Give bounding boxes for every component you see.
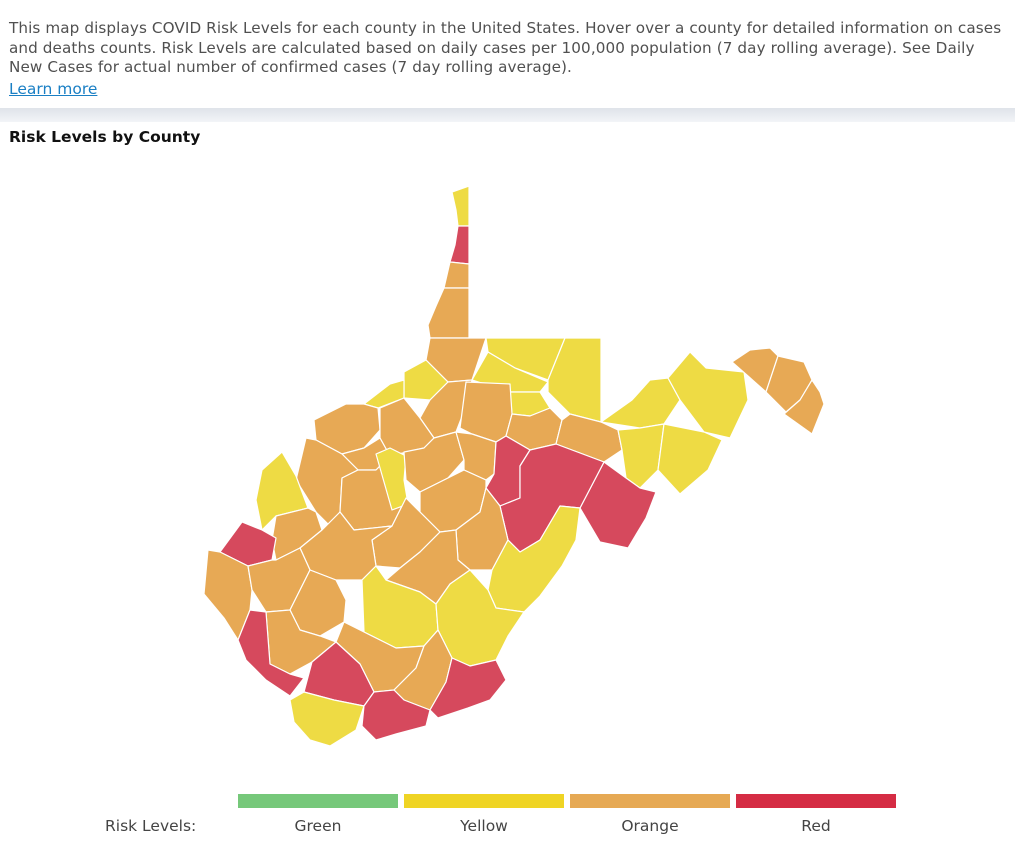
legend-label-yellow: Yellow xyxy=(460,817,508,835)
map-title: Risk Levels by County xyxy=(9,128,201,146)
legend-bar-orange xyxy=(570,794,730,808)
info-banner: This map displays COVID Risk Levels for … xyxy=(0,0,1015,108)
section-divider xyxy=(0,108,1015,122)
county-pendleton[interactable] xyxy=(579,461,657,549)
county-hampshire[interactable] xyxy=(667,351,749,439)
legend-label-red: Red xyxy=(801,817,831,835)
legend-bar-green xyxy=(238,794,398,808)
learn-more-link[interactable]: Learn more xyxy=(9,80,98,98)
county-monroe[interactable] xyxy=(429,657,507,719)
info-description: This map displays COVID Risk Levels for … xyxy=(9,19,1002,76)
county-map xyxy=(203,185,825,747)
legend-title: Risk Levels: xyxy=(105,817,197,835)
county-brooke[interactable] xyxy=(449,225,470,265)
county-jefferson[interactable] xyxy=(783,379,825,435)
legend-label-green: Green xyxy=(294,817,342,835)
county-lewis[interactable] xyxy=(455,431,497,481)
legend-label-orange: Orange xyxy=(621,817,679,835)
county-mineral[interactable] xyxy=(600,377,681,429)
legend-bar-red xyxy=(736,794,896,808)
county-monongalia[interactable] xyxy=(485,337,566,381)
county-hancock[interactable] xyxy=(451,185,470,227)
county-ohio[interactable] xyxy=(443,261,470,289)
county-mcdowell[interactable] xyxy=(289,691,365,747)
county-calhoun[interactable] xyxy=(375,447,409,511)
county-mercer[interactable] xyxy=(361,689,431,741)
county-hardy[interactable] xyxy=(657,423,723,495)
map-panel: Risk Levels by County xyxy=(0,122,1015,841)
county-marshall[interactable] xyxy=(427,287,470,339)
legend-bar-yellow xyxy=(404,794,564,808)
county-mingo[interactable] xyxy=(237,609,305,697)
